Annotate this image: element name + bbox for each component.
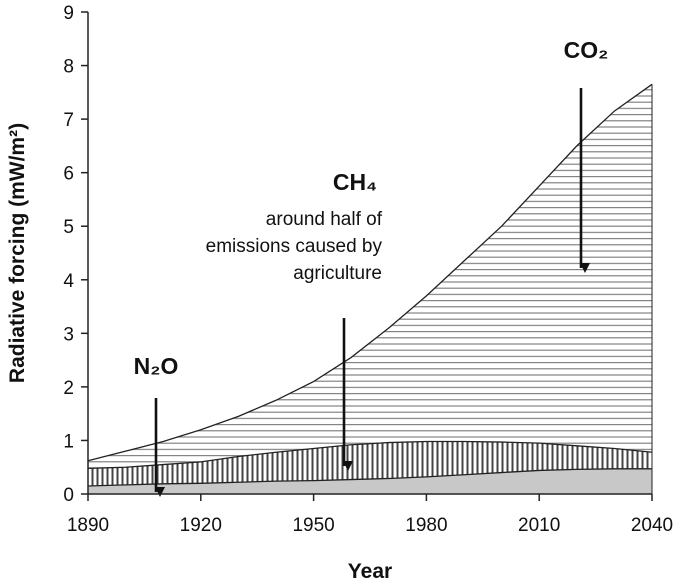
- area: [88, 84, 652, 469]
- y-tick-label: 4: [63, 271, 74, 292]
- area: [88, 441, 652, 486]
- area-boundary: [87, 83, 653, 462]
- y-axis-title: Radiative forcing (mW/m²): [6, 123, 29, 383]
- y-tick-label: 7: [63, 110, 74, 131]
- x-tick-label: 2040: [631, 515, 673, 536]
- x-tick-label: 1950: [292, 515, 334, 536]
- series-label: CO₂: [564, 37, 609, 63]
- series-label: N₂O: [134, 353, 179, 379]
- x-tick-label: 1890: [67, 515, 109, 536]
- series-label: CH₄: [333, 169, 377, 195]
- area-boundary: [87, 468, 652, 487]
- x-tick-label: 1980: [405, 515, 447, 536]
- y-tick-label: 3: [63, 324, 74, 345]
- area: [88, 468, 652, 494]
- x-tick-label: 1920: [180, 515, 222, 536]
- y-tick-label: 5: [63, 217, 74, 238]
- area-boundary: [87, 440, 653, 469]
- y-tick-label: 8: [63, 57, 74, 78]
- annotation: around half of emissions caused by agric…: [205, 209, 382, 284]
- y-tick-label: 2: [63, 378, 74, 399]
- y-tick-label: 6: [63, 164, 74, 185]
- y-tick-label: 9: [63, 3, 74, 24]
- y-tick-label: 0: [63, 485, 74, 506]
- x-axis-title: Year: [348, 560, 392, 583]
- y-tick-label: 1: [63, 431, 74, 452]
- x-tick-label: 2010: [518, 515, 560, 536]
